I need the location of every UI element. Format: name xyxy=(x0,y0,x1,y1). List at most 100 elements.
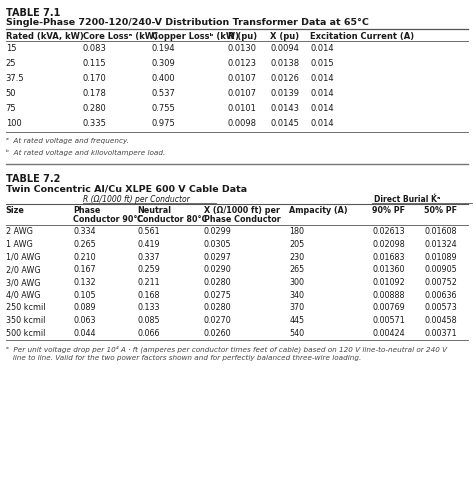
Text: 0.755: 0.755 xyxy=(152,104,175,113)
Text: 1 AWG: 1 AWG xyxy=(6,240,32,249)
Text: 0.01608: 0.01608 xyxy=(424,227,457,236)
Text: 0.0098: 0.0098 xyxy=(228,119,256,128)
Text: 0.0130: 0.0130 xyxy=(228,44,256,53)
Text: 0.0143: 0.0143 xyxy=(270,104,299,113)
Text: 0.0290: 0.0290 xyxy=(204,265,232,274)
Text: 0.265: 0.265 xyxy=(73,240,96,249)
Text: 0.01092: 0.01092 xyxy=(372,278,405,287)
Text: 0.0123: 0.0123 xyxy=(228,59,256,68)
Text: 0.167: 0.167 xyxy=(73,265,96,274)
Text: 0.015: 0.015 xyxy=(310,59,334,68)
Text: Twin Concentric Al/Cu XLPE 600 V Cable Data: Twin Concentric Al/Cu XLPE 600 V Cable D… xyxy=(6,184,247,193)
Text: 0.0280: 0.0280 xyxy=(204,303,231,312)
Text: 2 AWG: 2 AWG xyxy=(6,227,33,236)
Text: 0.0270: 0.0270 xyxy=(204,316,232,325)
Text: 0.0126: 0.0126 xyxy=(270,74,299,83)
Text: 0.01089: 0.01089 xyxy=(424,253,457,262)
Text: Rated (kVA, kW): Rated (kVA, kW) xyxy=(6,32,83,41)
Text: 180: 180 xyxy=(289,227,304,236)
Text: 0.02613: 0.02613 xyxy=(372,227,405,236)
Text: 0.334: 0.334 xyxy=(73,227,96,236)
Text: Single-Phase 7200-120/240-V Distribution Transformer Data at 65°C: Single-Phase 7200-120/240-V Distribution… xyxy=(6,18,369,27)
Text: 265: 265 xyxy=(289,265,304,274)
Text: 0.0101: 0.0101 xyxy=(228,104,256,113)
Text: X (pu): X (pu) xyxy=(270,32,299,41)
Text: 0.132: 0.132 xyxy=(73,278,96,287)
Text: 0.014: 0.014 xyxy=(310,104,334,113)
Text: 75: 75 xyxy=(6,104,16,113)
Text: TABLE 7.2: TABLE 7.2 xyxy=(6,174,60,185)
Text: 0.168: 0.168 xyxy=(137,291,160,300)
Text: 3/0 AWG: 3/0 AWG xyxy=(6,278,40,287)
Text: 0.01683: 0.01683 xyxy=(372,253,405,262)
Text: 0.01360: 0.01360 xyxy=(372,265,405,274)
Text: 0.309: 0.309 xyxy=(152,59,175,68)
Text: ᵃ  Per unit voltage drop per 10⁴ A · ft (amperes per conductor times feet of cab: ᵃ Per unit voltage drop per 10⁴ A · ft (… xyxy=(6,346,447,353)
Text: 0.211: 0.211 xyxy=(137,278,160,287)
Text: 0.00571: 0.00571 xyxy=(372,316,405,325)
Text: 370: 370 xyxy=(289,303,304,312)
Text: ᵇ  At rated voltage and kilovoltampere load.: ᵇ At rated voltage and kilovoltampere lo… xyxy=(6,149,165,156)
Text: Copper Lossᵇ (kW): Copper Lossᵇ (kW) xyxy=(152,32,239,41)
Text: Phase: Phase xyxy=(73,206,101,215)
Text: 0.00769: 0.00769 xyxy=(372,303,405,312)
Text: 0.01324: 0.01324 xyxy=(424,240,457,249)
Text: 0.561: 0.561 xyxy=(137,227,160,236)
Text: 0.00905: 0.00905 xyxy=(424,265,457,274)
Text: Conductor 80°C: Conductor 80°C xyxy=(137,215,208,224)
Text: 0.00636: 0.00636 xyxy=(424,291,457,300)
Text: Ampacity (A): Ampacity (A) xyxy=(289,206,348,215)
Text: 2/0 AWG: 2/0 AWG xyxy=(6,265,40,274)
Text: Core Lossᵃ (kW): Core Lossᵃ (kW) xyxy=(83,32,158,41)
Text: 250 kcmil: 250 kcmil xyxy=(6,303,45,312)
Text: 0.419: 0.419 xyxy=(137,240,160,249)
Text: ᵃ  At rated voltage and frequency.: ᵃ At rated voltage and frequency. xyxy=(6,138,128,145)
Text: 0.194: 0.194 xyxy=(152,44,175,53)
Text: 0.400: 0.400 xyxy=(152,74,175,83)
Text: 0.0305: 0.0305 xyxy=(204,240,231,249)
Text: 500 kcmil: 500 kcmil xyxy=(6,329,45,337)
Text: 0.063: 0.063 xyxy=(73,316,96,325)
Text: 230: 230 xyxy=(289,253,304,262)
Text: 0.335: 0.335 xyxy=(83,119,107,128)
Text: 0.044: 0.044 xyxy=(73,329,96,337)
Text: 0.0138: 0.0138 xyxy=(270,59,299,68)
Text: 0.014: 0.014 xyxy=(310,89,334,98)
Text: 0.00888: 0.00888 xyxy=(372,291,405,300)
Text: 350 kcmil: 350 kcmil xyxy=(6,316,45,325)
Text: 0.178: 0.178 xyxy=(83,89,107,98)
Text: 25: 25 xyxy=(6,59,16,68)
Text: 0.0145: 0.0145 xyxy=(270,119,299,128)
Text: 0.085: 0.085 xyxy=(137,316,160,325)
Text: 540: 540 xyxy=(289,329,304,337)
Text: 0.170: 0.170 xyxy=(83,74,107,83)
Text: 0.0275: 0.0275 xyxy=(204,291,232,300)
Text: Phase Conductor: Phase Conductor xyxy=(204,215,281,224)
Text: 0.0094: 0.0094 xyxy=(270,44,299,53)
Text: 340: 340 xyxy=(289,291,304,300)
Text: 0.00371: 0.00371 xyxy=(424,329,457,337)
Text: 0.00752: 0.00752 xyxy=(424,278,457,287)
Text: 0.089: 0.089 xyxy=(73,303,96,312)
Text: 0.014: 0.014 xyxy=(310,44,334,53)
Text: 0.0297: 0.0297 xyxy=(204,253,232,262)
Text: 37.5: 37.5 xyxy=(6,74,24,83)
Text: 0.066: 0.066 xyxy=(137,329,160,337)
Text: Direct Burial Ḱᵃ: Direct Burial Ḱᵃ xyxy=(374,195,441,204)
Text: 0.014: 0.014 xyxy=(310,74,334,83)
Text: R (Ω/1000 ft) per Conductor: R (Ω/1000 ft) per Conductor xyxy=(83,195,190,204)
Text: 0.280: 0.280 xyxy=(83,104,107,113)
Text: line to line. Valid for the two power factors shown and for perfectly balanced t: line to line. Valid for the two power fa… xyxy=(6,355,361,361)
Text: 0.0299: 0.0299 xyxy=(204,227,232,236)
Text: 90% PF: 90% PF xyxy=(372,206,405,215)
Text: 1/0 AWG: 1/0 AWG xyxy=(6,253,40,262)
Text: 0.014: 0.014 xyxy=(310,119,334,128)
Text: 0.00573: 0.00573 xyxy=(424,303,457,312)
Text: 0.975: 0.975 xyxy=(152,119,175,128)
Text: Size: Size xyxy=(6,206,25,215)
Text: 0.537: 0.537 xyxy=(152,89,175,98)
Text: 0.0107: 0.0107 xyxy=(228,89,256,98)
Text: R (pu): R (pu) xyxy=(228,32,256,41)
Text: 0.0139: 0.0139 xyxy=(270,89,299,98)
Text: 205: 205 xyxy=(289,240,304,249)
